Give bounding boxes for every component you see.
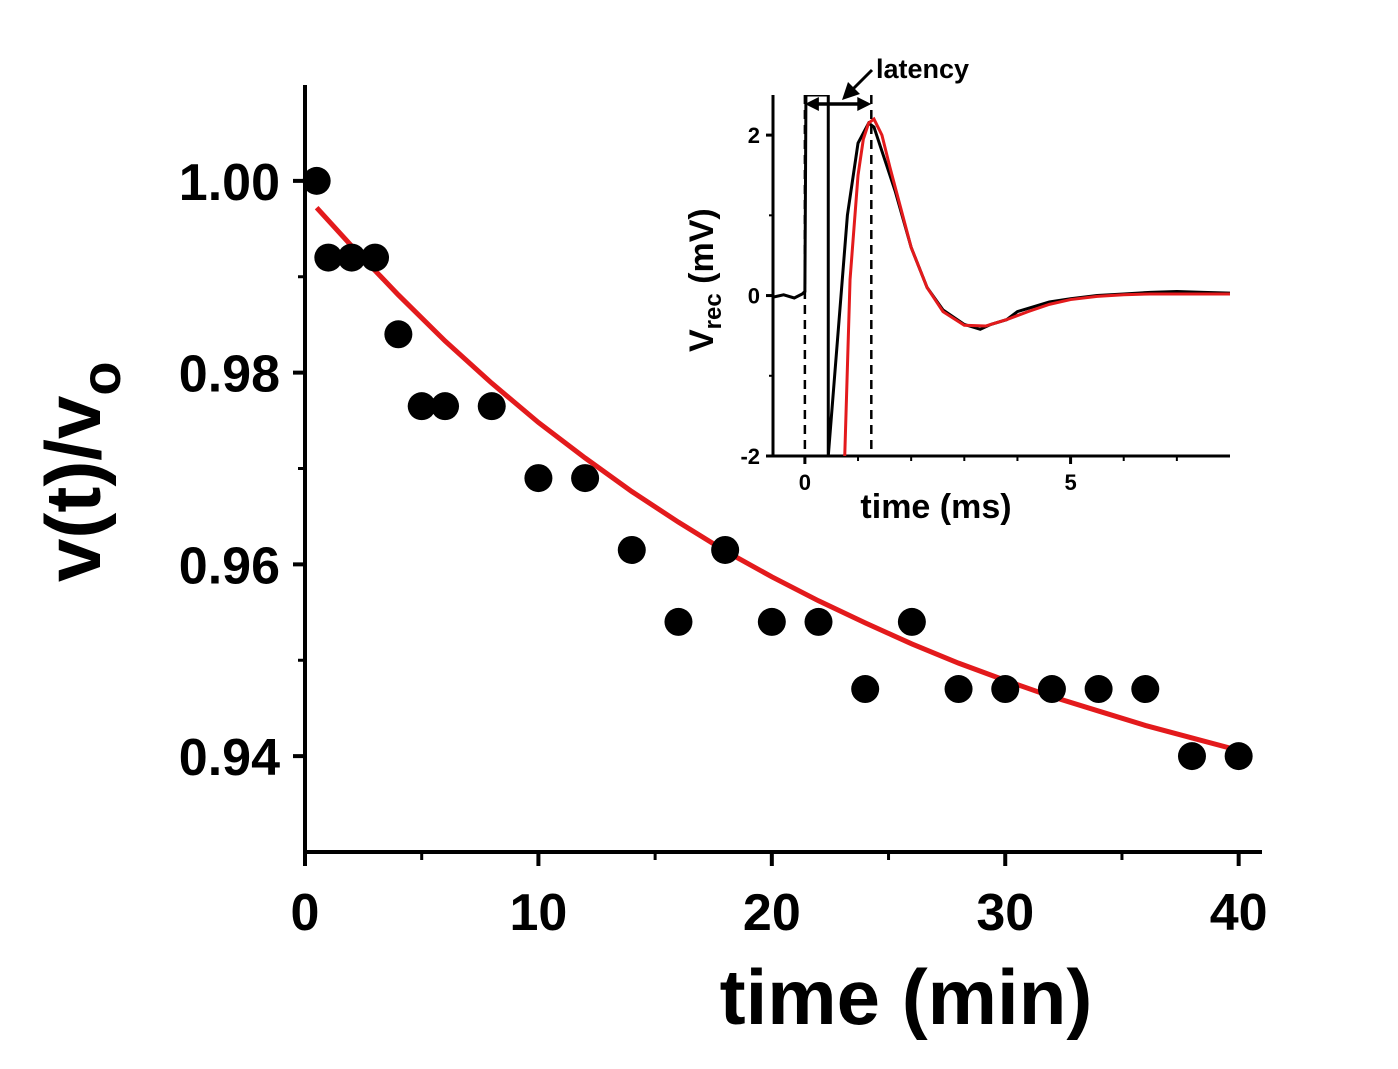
main-data-point bbox=[1177, 742, 1206, 771]
inset-y-tick-label: 0 bbox=[748, 284, 760, 309]
main-data-point bbox=[477, 392, 506, 421]
latency-pointer-head bbox=[842, 82, 860, 100]
main-x-tick-label: 0 bbox=[291, 884, 320, 942]
main-data-point bbox=[407, 392, 436, 421]
main-x-axis-label: time (min) bbox=[720, 953, 1093, 1041]
main-data-point bbox=[302, 166, 331, 195]
inset-y-tick-label: 2 bbox=[748, 123, 760, 148]
main-data-point bbox=[991, 675, 1020, 704]
main-data-point bbox=[804, 607, 833, 636]
main-data-point bbox=[384, 320, 413, 349]
main-y-axis-label: v(t)/vo bbox=[29, 361, 132, 582]
inset-recorded-trace bbox=[773, 95, 1230, 456]
main-x-tick-label: 40 bbox=[1210, 884, 1268, 942]
main-data-point bbox=[757, 607, 786, 636]
inset-y-tick-label: -2 bbox=[740, 444, 760, 469]
main-x-tick-label: 30 bbox=[976, 884, 1034, 942]
latency-arrow-head-left bbox=[804, 97, 819, 111]
main-data-point bbox=[431, 392, 460, 421]
main-y-tick-label: 0.98 bbox=[179, 346, 280, 404]
inset-chart: 0 5 -2 0 2 time (ms) Vrec (mV) latency bbox=[683, 54, 1230, 526]
latency-annotation: latency bbox=[876, 54, 969, 84]
main-data-point bbox=[1037, 675, 1066, 704]
latency-arrow-head-right bbox=[857, 97, 872, 111]
inset-x-tick-label: 5 bbox=[1064, 470, 1076, 495]
main-y-tick-label: 1.00 bbox=[179, 154, 280, 212]
main-y-tick-label: 0.96 bbox=[179, 537, 280, 595]
inset-y-axis-label-units: (mV) bbox=[683, 208, 721, 293]
main-x-tick-label: 20 bbox=[743, 884, 801, 942]
main-data-point bbox=[524, 464, 553, 493]
main-data-point bbox=[897, 607, 926, 636]
main-x-tick-label: 10 bbox=[509, 884, 567, 942]
inset-y-axis-label: Vrec (mV) bbox=[683, 208, 727, 352]
inset-x-axis-label: time (ms) bbox=[860, 488, 1011, 526]
main-data-point bbox=[1224, 742, 1253, 771]
main-data-point bbox=[1084, 675, 1113, 704]
main-y-tick-label: 0.94 bbox=[179, 729, 280, 787]
inset-x-tick-label: 0 bbox=[799, 470, 811, 495]
main-data-point bbox=[664, 607, 693, 636]
inset-fit-trace bbox=[843, 116, 1230, 456]
latency-pointer-line bbox=[850, 68, 874, 92]
main-data-point bbox=[337, 243, 366, 272]
main-data-point bbox=[571, 464, 600, 493]
main-data-point bbox=[1131, 675, 1160, 704]
main-data-point bbox=[314, 243, 343, 272]
main-data-point bbox=[851, 675, 880, 704]
main-data-point bbox=[617, 535, 646, 564]
main-data-point bbox=[361, 243, 390, 272]
main-y-axis-label-subscript: o bbox=[69, 361, 132, 395]
inset-y-axis-label-subscript: rec bbox=[700, 293, 727, 329]
main-data-point bbox=[711, 535, 740, 564]
main-data-point bbox=[944, 675, 973, 704]
main-fit-line bbox=[314, 206, 1240, 753]
